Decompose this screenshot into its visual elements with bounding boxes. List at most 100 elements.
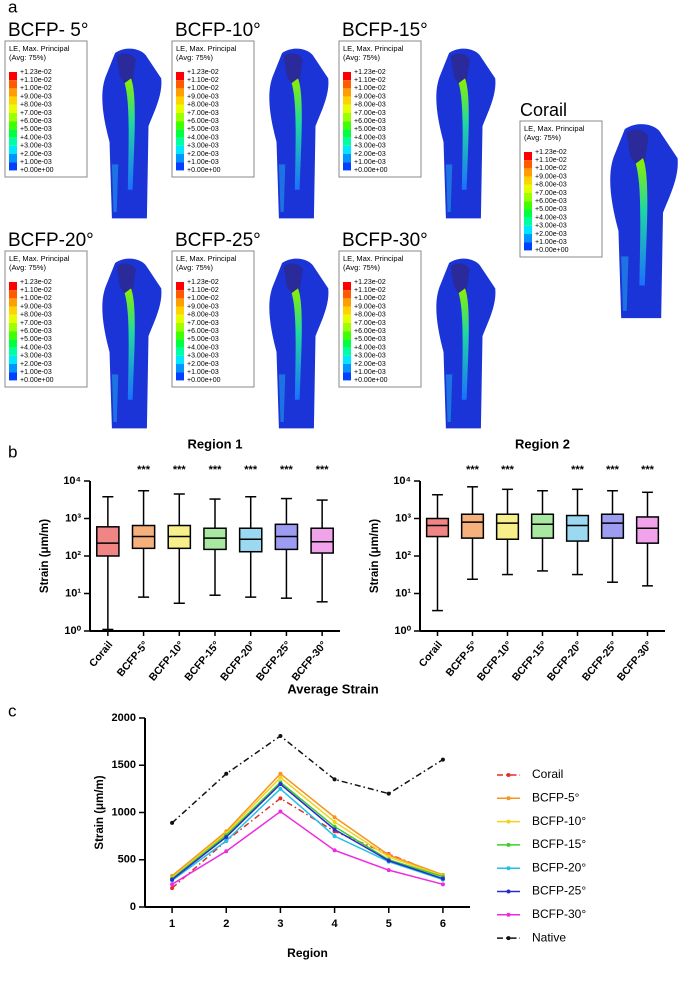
bone-model <box>436 48 496 219</box>
line <box>171 776 444 879</box>
significance: *** <box>466 464 480 476</box>
legend-label: +1.10e-02 <box>20 287 52 294</box>
legend-swatch <box>343 80 351 89</box>
legend-swatch <box>343 145 351 154</box>
legend-label: BCFP-10° <box>532 814 586 828</box>
y-tick-label: 10² <box>395 550 411 562</box>
legend-title: LE, Max. Principal <box>176 254 237 263</box>
legend-label: +1.00e-02 <box>187 295 219 302</box>
legend-swatch <box>9 355 17 364</box>
legend-label: +5.00e-03 <box>20 126 52 133</box>
legend-swatch <box>9 129 17 138</box>
legend-subtitle: (Avg: 75%) <box>343 263 380 272</box>
legend-label: +1.00e-02 <box>535 165 567 172</box>
legend-label: +1.23e-02 <box>354 69 386 76</box>
legend-swatch <box>9 314 17 323</box>
marker <box>278 809 283 814</box>
legend-swatch <box>9 72 17 81</box>
line <box>171 781 444 880</box>
legend-label: +9.00e-03 <box>20 93 52 100</box>
legend-label: +3.00e-03 <box>20 143 52 150</box>
legend-label: +6.00e-03 <box>535 198 567 205</box>
legend-label: +4.00e-03 <box>187 134 219 141</box>
legend-label: +8.00e-03 <box>187 312 219 319</box>
x-axis-label: Region <box>287 946 328 960</box>
legend-box <box>338 250 422 388</box>
legend-marker <box>506 819 511 824</box>
marker <box>386 854 391 859</box>
legend-label: +1.10e-02 <box>187 287 219 294</box>
legend-label: +8.00e-03 <box>187 102 219 109</box>
legend-swatch <box>176 372 184 381</box>
legend-swatch <box>524 234 532 243</box>
y-tick-label: 1500 <box>112 759 136 771</box>
marker <box>170 886 175 891</box>
legend-marker <box>506 936 511 941</box>
legend-swatch <box>524 176 532 185</box>
legend-label: +0.00e+00 <box>20 377 54 384</box>
legend-label: +8.00e-03 <box>354 312 386 319</box>
legend-swatch <box>343 290 351 299</box>
legend-label: BCFP-30° <box>532 907 586 921</box>
legend-swatch <box>176 339 184 348</box>
legend-label: +1.00e-03 <box>187 369 219 376</box>
marker <box>332 815 337 820</box>
contour-title: BCFP-25° <box>175 230 261 251</box>
legend-label: +1.00e-03 <box>354 369 386 376</box>
legend-box <box>338 40 422 178</box>
legend-swatch <box>176 129 184 138</box>
legend-label: +3.00e-03 <box>187 143 219 150</box>
line <box>171 783 444 881</box>
legend-label: Corail <box>532 767 563 781</box>
box <box>635 516 660 544</box>
significance: *** <box>137 464 151 476</box>
significance: *** <box>280 464 294 476</box>
legend-label: +7.00e-03 <box>20 110 52 117</box>
x-tick-label: 6 <box>440 918 446 930</box>
chart-title: Average Strain <box>287 681 378 696</box>
box <box>310 527 334 554</box>
marker <box>332 777 337 782</box>
legend-swatch <box>343 347 351 356</box>
chart-title: Region 2 <box>515 436 570 451</box>
x-tick-label: 4 <box>332 918 339 930</box>
legend-marker <box>506 912 511 917</box>
marker <box>332 848 337 853</box>
legend-label: +9.00e-03 <box>535 173 567 180</box>
legend-label: +3.00e-03 <box>354 353 386 360</box>
legend-label: +8.00e-03 <box>20 102 52 109</box>
marker <box>332 819 337 824</box>
legend-label: +9.00e-03 <box>187 303 219 310</box>
legend-swatch <box>343 323 351 332</box>
legend-swatch <box>176 331 184 340</box>
legend-swatch <box>9 364 17 373</box>
legend-swatch <box>343 104 351 113</box>
legend-label: +1.23e-02 <box>354 279 386 286</box>
y-tick-label: 500 <box>118 854 136 866</box>
legend-swatch <box>176 137 184 146</box>
legend-swatch <box>9 154 17 163</box>
legend-label: +4.00e-03 <box>354 344 386 351</box>
legend-swatch <box>9 137 17 146</box>
panel-label: c <box>8 701 17 720</box>
y-tick-label: 10³ <box>65 512 81 524</box>
x-tick-label: 1 <box>169 918 175 930</box>
legend-box <box>4 40 88 178</box>
box <box>96 526 120 557</box>
legend-swatch <box>176 364 184 373</box>
legend-label: +2.00e-03 <box>354 151 386 158</box>
x-tick-label: Corail <box>87 639 115 670</box>
marker <box>440 876 445 881</box>
legend-swatch <box>176 80 184 89</box>
legend-label: +1.00e-02 <box>354 85 386 92</box>
bone-model <box>102 258 162 429</box>
legend-swatch <box>524 160 532 169</box>
legend-label: +8.00e-03 <box>20 312 52 319</box>
legend-label: +1.23e-02 <box>20 69 52 76</box>
legend-label: +2.00e-03 <box>187 361 219 368</box>
x-tick-label: BCFP-20° <box>545 639 585 683</box>
line <box>171 735 444 824</box>
contour-title: BCFP-30° <box>342 230 428 251</box>
legend-swatch <box>9 331 17 340</box>
legend-title: LE, Max. Principal <box>343 254 404 263</box>
